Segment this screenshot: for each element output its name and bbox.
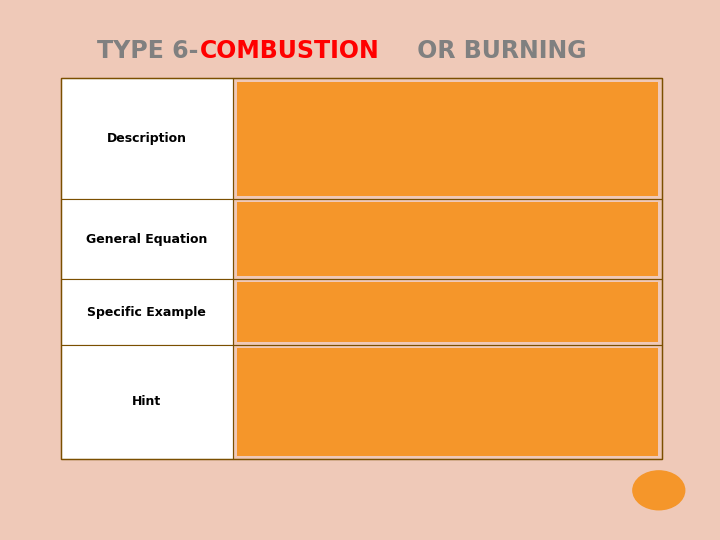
Text: Description: Description: [107, 132, 187, 145]
Text: Hint: Hint: [132, 395, 161, 408]
Text: OR BURNING: OR BURNING: [409, 39, 587, 63]
Text: Specific Example: Specific Example: [87, 306, 207, 319]
Text: General Equation: General Equation: [86, 233, 207, 246]
Text: TYPE 6-: TYPE 6-: [97, 39, 207, 63]
Text: COMBUSTION: COMBUSTION: [200, 39, 380, 63]
